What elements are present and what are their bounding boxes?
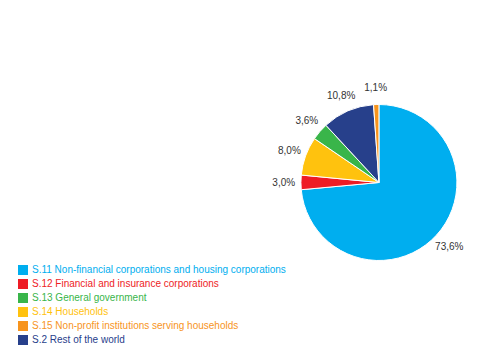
html-text:S.13 General government: S.13 General government [32,292,147,303]
svg-text:3,6%: 3,6% [295,115,318,126]
svg-text:1,1%: 1,1% [364,82,387,93]
svg-text:8,0%: 8,0% [278,145,301,156]
html-text:S.11 Non-financial corporation: S.11 Non-financial corporations and hous… [32,264,286,275]
html-text:S.15 Non-profit institutions s: S.15 Non-profit institutions serving hou… [32,320,239,331]
svg-text:73,6%: 73,6% [435,241,463,252]
html-text:S.14 Households: S.14 Households [32,306,109,317]
svg-text:3,0%: 3,0% [272,177,295,188]
svg-text:10,8%: 10,8% [327,90,355,101]
html-text:S.12 Financial and insurance c: S.12 Financial and insurance corporation… [32,278,219,289]
html-text:S.2 Rest of the world: S.2 Rest of the world [32,334,125,345]
